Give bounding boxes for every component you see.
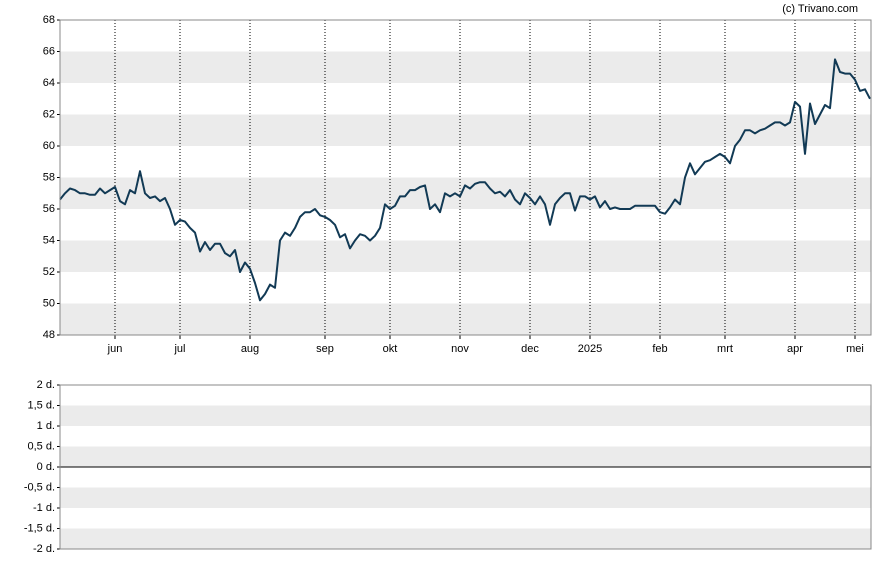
y-tick-label: -2 d.: [33, 543, 55, 555]
y-tick-label: 64: [43, 77, 55, 89]
y-tick-label: 1 d.: [37, 420, 55, 432]
plot-frame: [59, 19, 872, 336]
y-tick-label: 56: [43, 203, 55, 215]
y-tick-label: 54: [43, 234, 55, 246]
band: [60, 528, 871, 549]
x-tick-label: jul: [173, 343, 185, 355]
x-tick-label: feb: [652, 343, 667, 355]
y-tick-label: -1,5 d.: [24, 522, 55, 534]
x-tick-label: nov: [451, 343, 469, 355]
x-tick-label: jun: [107, 343, 123, 355]
band: [60, 51, 871, 83]
band: [60, 240, 871, 272]
y-tick-label: 58: [43, 171, 55, 183]
band: [60, 487, 871, 508]
band: [60, 446, 871, 467]
y-tick-label: -1 d.: [33, 502, 55, 514]
y-tick-label: 2 d.: [37, 379, 55, 391]
band: [60, 177, 871, 209]
plot-frame: [59, 384, 872, 550]
credit: (c) Trivano.com: [782, 3, 858, 15]
x-tick-label: sep: [316, 343, 334, 355]
x-tick-label: apr: [787, 343, 803, 355]
x-tick-label: mrt: [717, 343, 733, 355]
x-tick-label: 2025: [578, 343, 602, 355]
band: [60, 303, 871, 335]
x-tick-label: okt: [383, 343, 398, 355]
y-tick-label: 0 d.: [37, 461, 55, 473]
x-tick-label: dec: [521, 343, 539, 355]
y-tick-label: 52: [43, 266, 55, 278]
price-line: [59, 58, 871, 302]
y-tick-label: -0,5 d.: [24, 481, 55, 493]
y-tick-label: 66: [43, 45, 55, 57]
band: [60, 114, 871, 146]
y-tick-label: 48: [43, 329, 55, 341]
x-tick-label: aug: [241, 343, 259, 355]
y-tick-label: 62: [43, 108, 55, 120]
y-tick-label: 0,5 d.: [27, 440, 55, 452]
y-tick-label: 68: [43, 14, 55, 26]
y-tick-label: 1,5 d.: [27, 399, 55, 411]
y-tick-label: 50: [43, 297, 55, 309]
y-tick-label: 60: [43, 140, 55, 152]
band: [60, 405, 871, 426]
x-tick-label: mei: [846, 343, 864, 355]
